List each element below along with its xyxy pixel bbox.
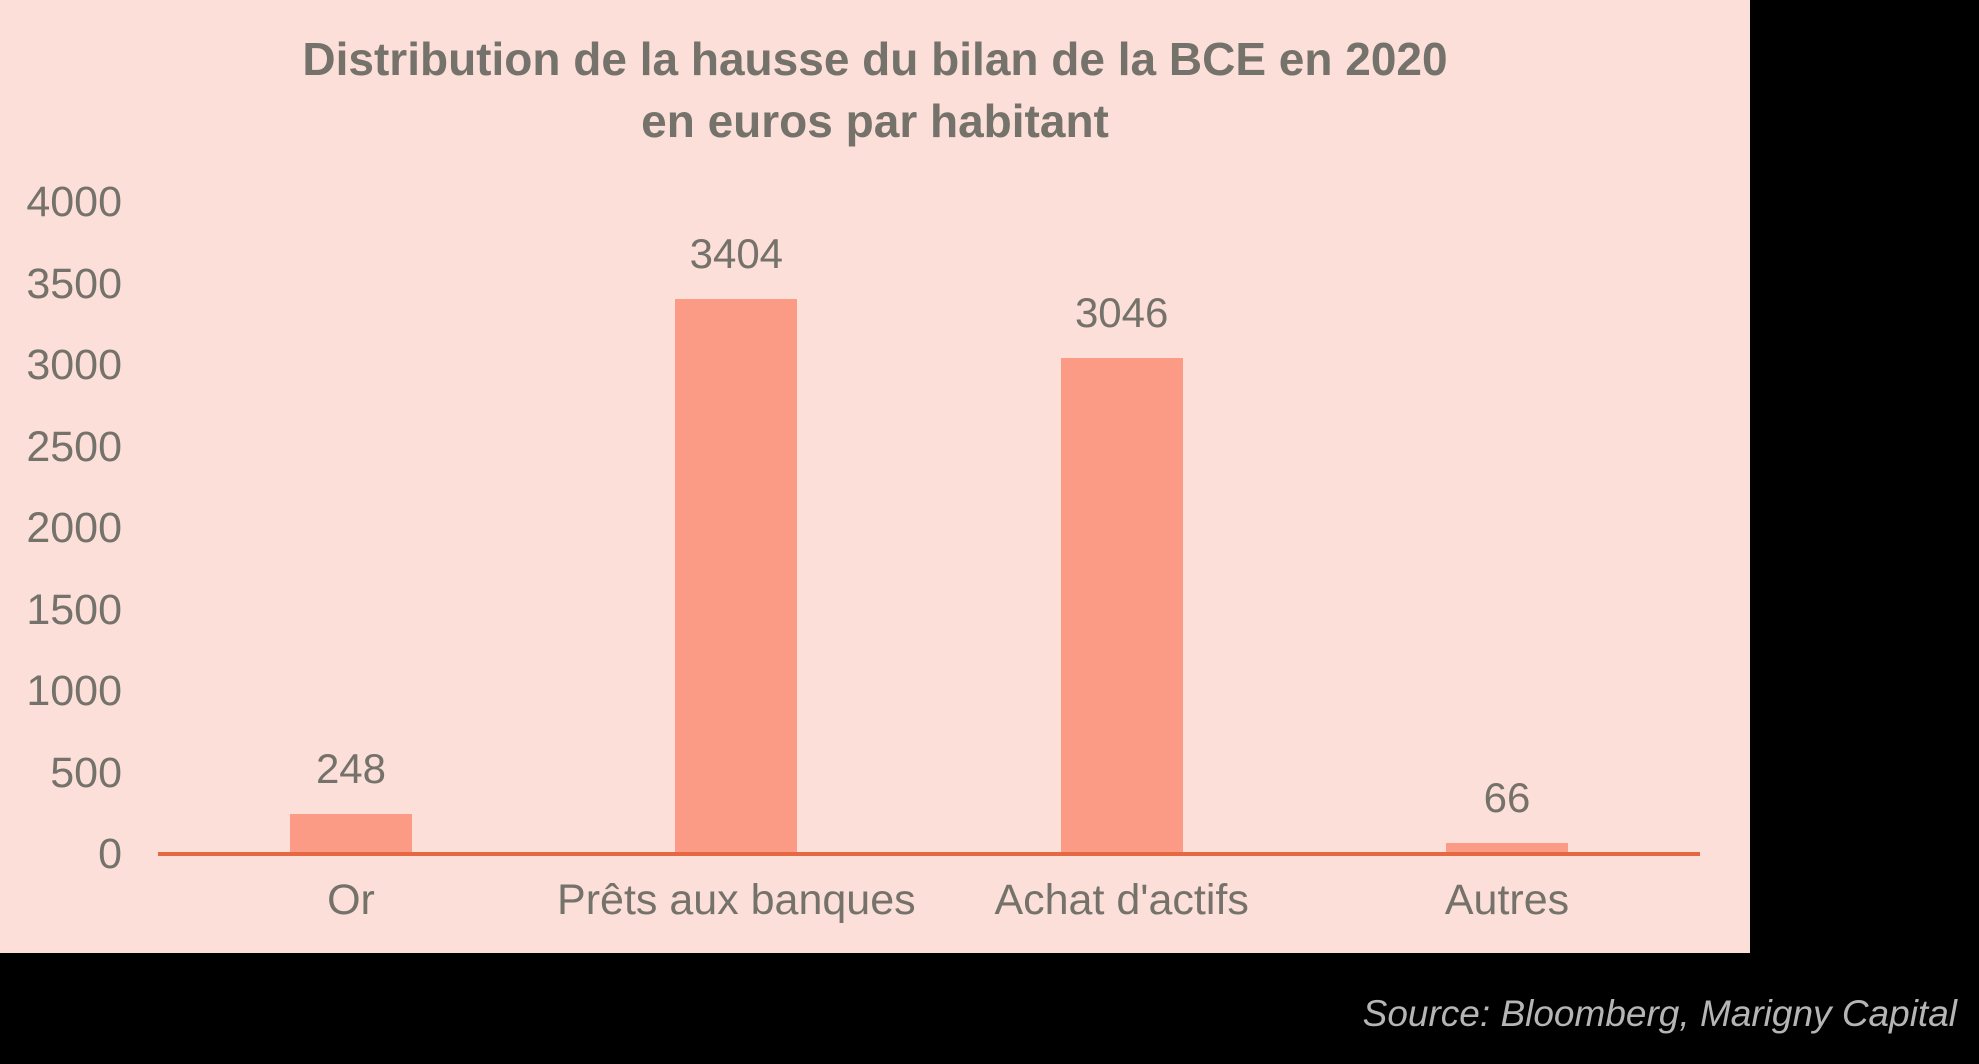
y-axis-tick-label: 1000 [26, 667, 122, 715]
y-axis-tick-label: 3500 [26, 259, 122, 308]
chart-title-line-2: en euros par habitant [641, 95, 1109, 147]
source-note: Source: Bloomberg, Marigny Capital [1362, 993, 1957, 1034]
y-axis-tick-label: 500 [50, 748, 122, 797]
chart-title: Distribution de la hausse du bilan de la… [0, 28, 1750, 152]
bar [290, 813, 412, 856]
category-label: Achat d'actifs [994, 876, 1249, 924]
bar [1060, 357, 1183, 856]
bar-value-label: 248 [315, 744, 387, 792]
y-axis-tick-label: 4000 [26, 178, 122, 226]
category-label: Autres [1444, 876, 1570, 924]
bar [675, 299, 798, 856]
y-axis-tick-label: 1500 [26, 585, 122, 634]
y-axis-tick-label: 0 [98, 830, 122, 878]
x-axis-line [158, 852, 1700, 856]
y-axis-tick-label: 2500 [26, 422, 122, 471]
bar-value-label: 66 [1483, 774, 1531, 822]
bar-value-label: 3404 [689, 230, 784, 278]
bar-value-label: 3046 [1074, 288, 1169, 336]
y-axis-tick-label: 2000 [26, 504, 122, 552]
chart-panel: Distribution de la hausse du bilan de la… [0, 0, 1750, 953]
y-axis-tick-label: 3000 [26, 341, 122, 389]
category-label: Or [327, 876, 375, 924]
chart-title-line-1: Distribution de la hausse du bilan de la… [302, 33, 1448, 85]
category-label: Prêts aux banques [557, 876, 916, 924]
